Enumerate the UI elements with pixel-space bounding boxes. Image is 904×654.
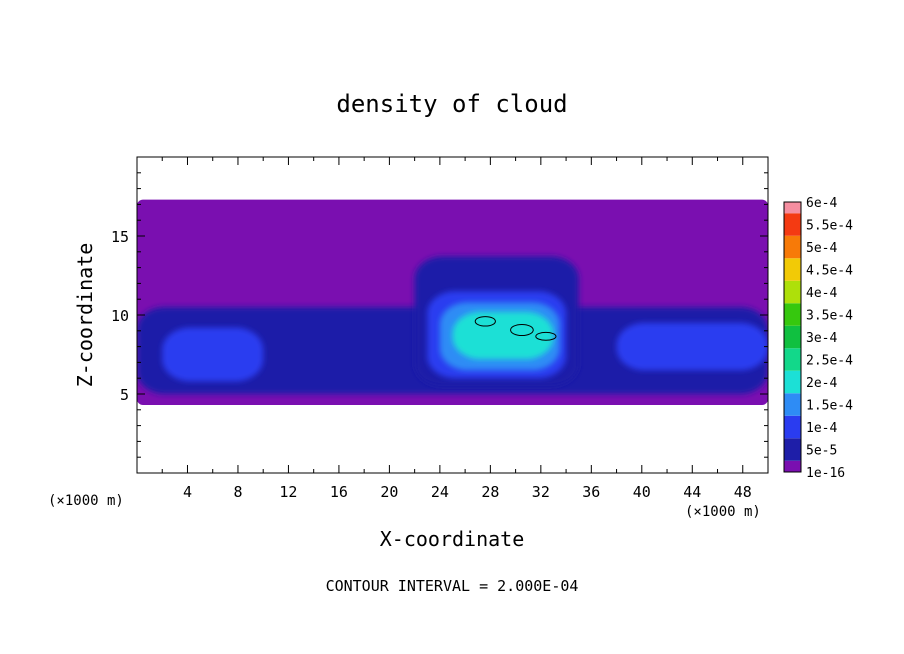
colorbar-label: 4e-4 [806,286,837,301]
x-tick-label: 8 [233,483,242,501]
x-unit-label: (×1000 m) [48,493,124,509]
colorbar-label: 3.5e-4 [806,309,853,324]
x-tick-label: 28 [481,483,499,501]
colorbar-label: 5e-4 [806,241,837,256]
colorbar-swatch [784,202,801,214]
x-axis-ticks: 4 8 12 16 20 24 28 32 36 40 44 48 [161,157,752,501]
y-axis-ticks: 5 10 15 [111,172,768,458]
colorbar-swatch [784,348,801,371]
x-tick-label: 32 [532,483,550,501]
x-tick-label: 36 [582,483,600,501]
colorbar-swatch [784,370,801,394]
colorbar-swatch [784,325,801,349]
colorbar-label: 1.5e-4 [806,399,853,414]
colorbar-swatch [784,415,801,439]
colorbar-label: 2.5e-4 [806,354,853,369]
x-tick-label: 48 [734,483,752,501]
x-tick-label: 24 [431,483,449,501]
cloud-region-right-band-core [616,322,768,371]
colorbar-frame [783,201,802,473]
colorbar-label: 1e-16 [806,466,845,481]
x-tick-label: 40 [633,483,651,501]
colorbar-swatch [784,213,801,236]
colorbar-label: 5e-5 [806,444,837,459]
colorbar-swatch [784,280,801,304]
colorbar-label: 5.5e-4 [806,219,853,234]
colorbar-label: 4.5e-4 [806,264,853,279]
cloud-region-left-core [162,327,264,382]
colorbar-swatch [784,438,801,461]
chart-title: density of cloud [336,90,567,118]
cloud-region-central-core-inner [452,311,554,360]
x-axis-label: X-coordinate [380,527,525,551]
contour-line-3 [535,331,557,341]
z-unit-label: (×1000 m) [685,504,761,520]
colorbar-swatch [784,303,801,326]
x-tick-label: 4 [183,483,192,501]
contour-line-2 [510,323,534,337]
y-tick-label: 15 [111,228,129,246]
contour-line-1 [474,316,496,327]
colorbar-label: 2e-4 [806,376,837,391]
colorbar-swatch [784,258,801,281]
colorbar-label: 6e-4 [806,196,837,211]
y-tick-label: 10 [111,307,129,325]
colorbar-label: 3e-4 [806,331,837,346]
colorbar-swatch [784,235,801,259]
x-tick-label: 12 [279,483,297,501]
plot-field [137,199,768,406]
x-tick-label: 16 [330,483,348,501]
colorbar-swatch [784,393,801,416]
colorbar-swatch [784,460,801,472]
y-tick-label: 5 [120,386,129,404]
y-axis-label: Z-coordinate [73,243,97,388]
contour-interval-note: CONTOUR INTERVAL = 2.000E-04 [326,577,579,595]
colorbar: 1e-16 5e-5 1e-4 1.5e-4 2e-4 2.5e-4 3e-4 3.5e-4 4… [783,196,853,481]
x-tick-label: 44 [683,483,701,501]
colorbar-label: 1e-4 [806,421,837,436]
x-tick-label: 20 [380,483,398,501]
